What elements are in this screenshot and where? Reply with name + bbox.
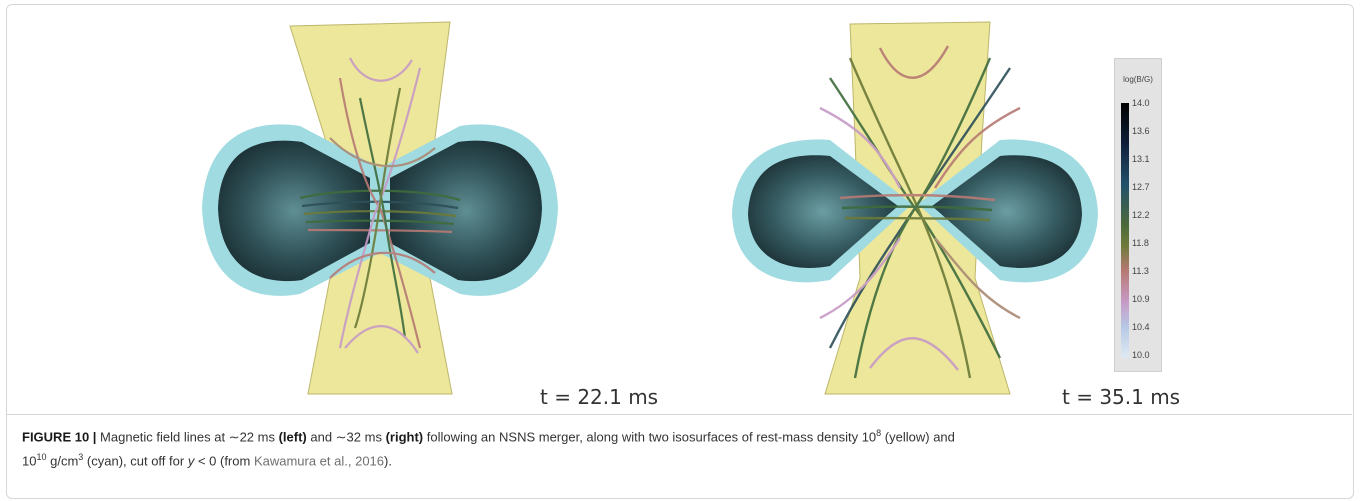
colorbar-tick: 14.0 <box>1132 98 1150 108</box>
caption-divider <box>6 414 1352 415</box>
colorbar-tick: 12.7 <box>1132 182 1150 192</box>
time-label-left: t = 22.1 ms <box>540 385 659 409</box>
cavity-right-lobe <box>390 140 542 282</box>
citation-link[interactable]: Kawamura et al., 2016 <box>253 453 385 469</box>
caption-text: and ∼32 ms <box>306 429 386 445</box>
caption-text: (yellow) and <box>881 429 955 445</box>
cavity-left-lobe <box>748 155 898 268</box>
cavity-right-lobe <box>932 155 1082 268</box>
caption-bold-left: (left) <box>278 429 307 445</box>
caption-text: following an NSNS merger, along with two… <box>423 429 877 445</box>
colorbar-tick: 12.2 <box>1132 210 1150 220</box>
caption-text: Magnetic field lines at ∼22 ms <box>96 429 279 445</box>
cavity-left-lobe <box>218 140 370 282</box>
caption-superscript: 3 <box>78 452 84 463</box>
colorbar-tick: 11.3 <box>1132 266 1149 276</box>
colorbar-title: log(B/G) <box>1123 75 1153 84</box>
colorbar-tick: 11.8 <box>1132 238 1149 248</box>
magnetic-field-lines <box>819 45 1021 379</box>
caption-bold-right: (right) <box>385 429 424 445</box>
caption-text: g/cm <box>46 453 79 469</box>
colorbar-gradient <box>1121 103 1129 358</box>
caption-text: < 0 (from <box>194 453 254 469</box>
caption-text: 10 <box>22 453 37 469</box>
figure-label: FIGURE 10 | <box>22 429 97 445</box>
colorbar-tick: 13.1 <box>1132 154 1150 164</box>
colorbar-tick: 10.9 <box>1132 294 1150 304</box>
colorbar-tick: 10.4 <box>1132 322 1150 332</box>
left-simulation-image <box>202 21 558 395</box>
colorbar-tick: 13.6 <box>1132 126 1150 136</box>
magnetic-field-lines <box>299 57 461 354</box>
caption-superscript: 10 <box>36 452 47 463</box>
caption-text: (cyan), cut off for <box>83 453 188 469</box>
colorbar: log(B/G) 14.0 13.6 13.1 12.7 12.2 11.8 1… <box>1114 58 1162 372</box>
caption-superscript: 8 <box>876 428 882 438</box>
caption-variable: y <box>187 453 195 469</box>
caption-text: ). <box>384 453 392 469</box>
figure-caption: FIGURE 10 | Magnetic field lines at ∼22 … <box>22 423 1342 472</box>
colorbar-tick: 10.0 <box>1132 350 1150 360</box>
time-label-right: t = 35.1 ms <box>1062 385 1181 409</box>
right-simulation-image <box>732 21 1098 395</box>
